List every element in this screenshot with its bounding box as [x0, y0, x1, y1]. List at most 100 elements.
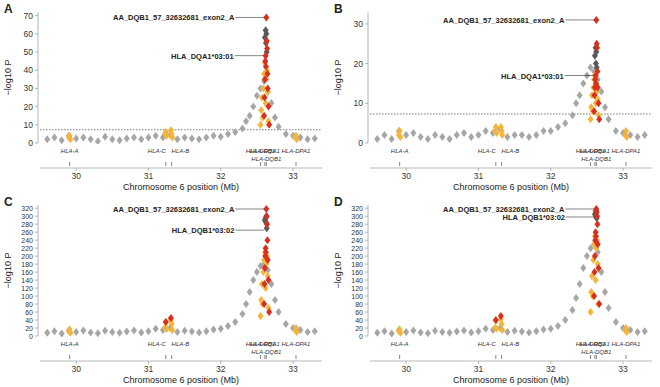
- y-tick-label: 70: [24, 11, 34, 21]
- gene-tick: [266, 162, 267, 166]
- point: [164, 325, 170, 333]
- point: [174, 135, 180, 143]
- panel-label: C: [4, 195, 13, 209]
- point: [447, 135, 453, 143]
- point: [164, 132, 170, 140]
- point: [95, 329, 101, 337]
- point: [67, 135, 73, 143]
- y-axis: [368, 12, 369, 143]
- y-tick-label: 120: [21, 285, 33, 292]
- gene-tick: [295, 355, 296, 359]
- point: [138, 135, 144, 143]
- point: [432, 327, 438, 335]
- gene-label: HLA-DPA1: [612, 341, 641, 347]
- gene-label: HLA-C: [478, 148, 497, 154]
- point: [594, 220, 600, 228]
- point: [124, 328, 130, 336]
- significance-line: [370, 114, 652, 115]
- point: [642, 131, 648, 139]
- point: [635, 328, 641, 336]
- y-tick-label: 280: [351, 221, 363, 228]
- point: [541, 127, 547, 135]
- point: [266, 308, 272, 316]
- x-axis: [370, 168, 652, 169]
- point: [580, 264, 586, 272]
- point: [294, 328, 300, 336]
- gene-label: HLA-DQA1: [580, 148, 610, 154]
- point: [312, 327, 318, 335]
- point: [218, 325, 224, 333]
- point: [44, 329, 50, 337]
- point: [588, 308, 594, 316]
- point: [439, 133, 445, 141]
- y-axis: [368, 205, 369, 336]
- point: [555, 322, 561, 330]
- point: [294, 135, 300, 143]
- y-tick-label: 240: [351, 237, 363, 244]
- y-tick-label: 80: [355, 301, 363, 308]
- series: [396, 72, 630, 142]
- point: [642, 327, 648, 335]
- point: [124, 134, 130, 142]
- y-tick: [365, 103, 368, 104]
- point: [250, 103, 256, 111]
- y-tick-label: 20: [24, 102, 34, 112]
- plot-area: [44, 205, 318, 337]
- series: [44, 77, 318, 144]
- point: [548, 325, 554, 333]
- y-axis: [38, 205, 39, 336]
- point: [80, 326, 86, 334]
- point: [624, 133, 630, 141]
- point: [475, 131, 481, 139]
- point: [461, 326, 467, 334]
- y-tick-label: 320: [21, 205, 33, 212]
- y-tick: [365, 224, 368, 225]
- point: [624, 328, 630, 336]
- point: [174, 328, 180, 336]
- gene-tick: [590, 162, 591, 166]
- point: [504, 133, 510, 141]
- point: [588, 115, 594, 123]
- point: [461, 129, 467, 137]
- point: [263, 212, 269, 220]
- point: [59, 330, 65, 337]
- point: [95, 137, 101, 144]
- gene-tick: [495, 355, 496, 359]
- point: [613, 318, 619, 326]
- y-tick-label: 160: [351, 269, 363, 276]
- point: [102, 133, 108, 141]
- x-tick-label: 33: [288, 171, 298, 181]
- x-axis: [370, 361, 652, 362]
- y-tick-label: 30: [24, 83, 34, 93]
- series: [262, 26, 270, 56]
- annotation-leader: [565, 208, 594, 209]
- point: [602, 288, 608, 296]
- annotation: HLA_DQA1*03:01: [171, 52, 234, 61]
- plot-area: [370, 16, 652, 143]
- point: [447, 329, 453, 337]
- y-tick: [365, 143, 368, 144]
- point: [145, 327, 151, 335]
- y-tick: [365, 216, 368, 217]
- series: [66, 248, 300, 337]
- point: [168, 314, 174, 322]
- y-tick-label: 0: [358, 138, 363, 148]
- x-axis: [40, 361, 322, 362]
- series: [163, 205, 272, 326]
- annotation: HLA_DQB1*03:02: [172, 226, 235, 235]
- point: [512, 131, 518, 139]
- series: [66, 59, 300, 143]
- y-tick-label: 50: [24, 47, 34, 57]
- y-tick: [365, 208, 368, 209]
- y-tick-label: 60: [355, 309, 363, 316]
- point: [635, 133, 641, 141]
- point: [397, 133, 403, 141]
- gene-tick: [171, 162, 172, 166]
- y-tick-label: 220: [351, 245, 363, 252]
- y-tick-label: 300: [351, 213, 363, 220]
- y-tick-label: 20: [25, 325, 33, 332]
- y-tick-label: 240: [21, 237, 33, 244]
- x-tick-label: 30: [401, 171, 411, 181]
- annotation-leader: [235, 208, 264, 209]
- annotation-leader: [235, 17, 264, 18]
